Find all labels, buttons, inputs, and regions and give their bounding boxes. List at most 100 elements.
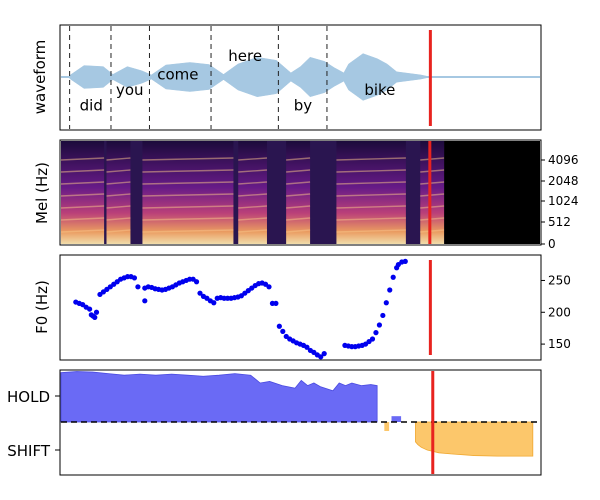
- f0-point-60: [273, 300, 279, 306]
- mel-voiced-segment-0: [61, 141, 105, 244]
- mel-ytick-label-1: 512: [548, 215, 571, 229]
- mel-harmonic-3-5: [238, 181, 268, 185]
- shift-bump: [384, 422, 390, 431]
- mel-marks: 0 512 1024 2048 4096: [60, 141, 579, 251]
- f0-point-4: [87, 306, 93, 312]
- mel-harmonic-3-6: [238, 169, 268, 173]
- mel-harmonic-6-1: [420, 229, 445, 233]
- mel-panel: Mel (Hz) 0 512 1024 2048 4096: [33, 139, 579, 251]
- f0-point-58: [266, 284, 272, 290]
- mel-voiced-segment-4: [286, 141, 311, 244]
- mel-ytick-label-2: 1024: [548, 194, 579, 208]
- mel-harmonic-2-2: [142, 217, 234, 221]
- mel-voiced-segment-5: [336, 141, 406, 244]
- mel-harmonic-5-3: [336, 205, 406, 209]
- f0-point-86: [380, 312, 386, 319]
- shift-area: [415, 421, 534, 457]
- f0-point-38: [197, 290, 203, 296]
- mel-harmonic-0-1: [60, 229, 105, 233]
- mel-harmonic-0-6: [60, 169, 105, 173]
- mel-harmonic-4-5: [286, 181, 311, 185]
- mel-harmonic-3-7: [238, 157, 268, 161]
- mel-harmonic-6-2: [420, 217, 445, 221]
- f0-marks: 150 200 250: [73, 258, 571, 360]
- mel-voiced-segment-3: [238, 141, 267, 244]
- mel-voiced-segment-2: [142, 141, 234, 244]
- mel-harmonic-3-4: [238, 193, 268, 197]
- word-label-3: here: [228, 47, 262, 65]
- word-label-5: bike: [364, 81, 395, 99]
- f0-point-62: [280, 328, 286, 334]
- mel-ylabel: Mel (Hz): [33, 162, 51, 224]
- f0-point-89: [390, 274, 396, 280]
- mel-harmonic-1-3: [106, 205, 131, 209]
- f0-point-20: [135, 284, 141, 290]
- mel-harmonic-4-6: [286, 169, 311, 173]
- waveform-ylabel: waveform: [31, 40, 49, 115]
- mel-harmonic-2-5: [142, 181, 234, 185]
- mel-harmonic-1-6: [106, 169, 131, 173]
- f0-point-84: [373, 330, 379, 336]
- f0-panel: F0 (Hz) 150 200 250: [33, 254, 571, 361]
- f0-point-87: [383, 300, 389, 306]
- f0-point-8: [93, 309, 100, 315]
- mel-harmonic-5-6: [336, 169, 406, 173]
- mel-harmonic-1-4: [106, 193, 131, 197]
- mel-harmonic-4-1: [286, 229, 311, 233]
- shift-label: SHIFT: [7, 442, 51, 460]
- mel-harmonic-2-3: [142, 205, 234, 209]
- hold-bump: [391, 416, 402, 422]
- f0-ytick-label-2: 250: [548, 273, 571, 287]
- f0-ytick-label-1: 200: [548, 305, 571, 319]
- mel-harmonic-6-7: [420, 157, 445, 161]
- mel-harmonic-0-4: [60, 193, 105, 197]
- hold-area: [60, 371, 378, 423]
- mel-harmonic-1-5: [106, 181, 131, 185]
- mel-ytick-label-3: 2048: [548, 174, 579, 188]
- mel-harmonic-1-1: [106, 229, 131, 233]
- f0-point-69: [304, 344, 310, 350]
- vap-marks: [55, 371, 540, 474]
- mel-ytick-label-0: 0: [548, 237, 556, 251]
- waveform-signal: [69, 53, 431, 101]
- f0-ytick-label-0: 150: [548, 337, 571, 351]
- mel-harmonic-4-2: [286, 217, 311, 221]
- mel-harmonic-0-7: [60, 157, 105, 161]
- mel-ytick-label-4: 4096: [548, 153, 579, 167]
- mel-harmonic-3-1: [238, 229, 268, 233]
- mel-harmonic-5-4: [336, 193, 406, 197]
- f0-ylabel: F0 (Hz): [33, 280, 51, 334]
- waveform-axes-frame: [59, 24, 542, 131]
- mel-harmonic-6-6: [420, 169, 445, 173]
- f0-point-21: [142, 298, 148, 304]
- mel-voiced-segment-6: [420, 141, 445, 244]
- mel-harmonic-5-1: [336, 229, 406, 233]
- mel-harmonic-2-7: [142, 157, 234, 161]
- mel-axes-frame: [59, 139, 542, 246]
- f0-point-83: [369, 336, 376, 342]
- f0-point-74: [321, 351, 327, 357]
- f0-point-73: [318, 354, 324, 360]
- mel-harmonic-6-4: [420, 193, 445, 197]
- f0-point-61: [276, 323, 282, 329]
- mel-harmonic-1-2: [106, 217, 131, 221]
- f0-point-93: [402, 258, 408, 264]
- mel-harmonic-1-7: [106, 157, 131, 161]
- f0-point-42: [211, 300, 217, 306]
- f0-point-7: [92, 314, 98, 320]
- mel-harmonic-0-5: [60, 181, 105, 185]
- vap-panel: HOLD SHIFT: [7, 369, 542, 476]
- mel-harmonic-4-7: [286, 157, 311, 161]
- mel-harmonic-6-5: [420, 181, 445, 185]
- mel-harmonic-5-7: [336, 157, 406, 161]
- mel-silence: [444, 141, 540, 244]
- mel-harmonic-3-3: [238, 205, 268, 209]
- word-label-4: by: [294, 97, 313, 115]
- mel-harmonic-2-4: [142, 193, 234, 197]
- hold-label: HOLD: [7, 388, 50, 406]
- word-label-0: did: [80, 97, 103, 115]
- f0-point-85: [376, 322, 382, 328]
- mel-harmonic-2-6: [142, 169, 234, 173]
